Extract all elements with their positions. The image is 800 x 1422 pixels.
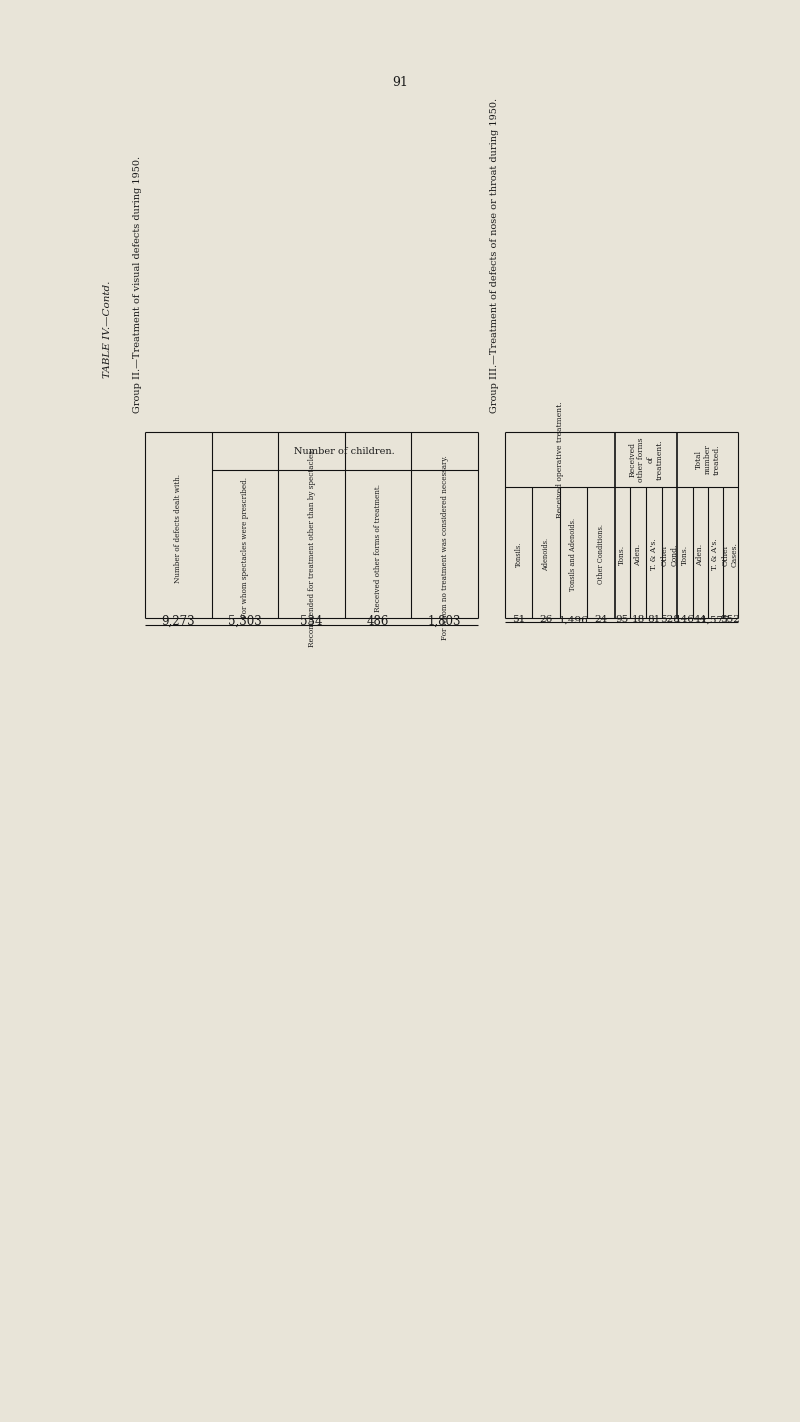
Text: Received
other forms
of
treatment.: Received other forms of treatment. — [628, 437, 664, 482]
Text: T. & A's.: T. & A's. — [650, 539, 658, 570]
Text: TABLE IV.—Contd.: TABLE IV.—Contd. — [103, 280, 112, 378]
Text: Total
number
treated.: Total number treated. — [694, 444, 721, 475]
Text: For whom spectacles were prescribed.: For whom spectacles were prescribed. — [241, 476, 249, 619]
Text: 51: 51 — [512, 616, 526, 624]
Text: Received other forms of treatment.: Received other forms of treatment. — [374, 483, 382, 611]
Text: Recommended for treatment other than by spectacles.: Recommended for treatment other than by … — [307, 448, 315, 647]
Text: Tonsils.: Tonsils. — [514, 542, 522, 567]
Text: 486: 486 — [367, 614, 390, 629]
Text: 81: 81 — [647, 616, 661, 624]
Text: 18: 18 — [631, 616, 645, 624]
Text: 44: 44 — [694, 616, 706, 624]
Text: 534: 534 — [300, 614, 322, 629]
Text: 24: 24 — [594, 616, 607, 624]
Text: Tons.: Tons. — [618, 545, 626, 565]
Text: 146: 146 — [675, 616, 695, 624]
Text: Number of children.: Number of children. — [294, 447, 395, 455]
Text: Aden.: Aden. — [696, 543, 704, 566]
Text: Other Conditions.: Other Conditions. — [597, 525, 605, 584]
Text: 9,273: 9,273 — [162, 614, 195, 629]
Text: 528: 528 — [660, 616, 679, 624]
Text: 91: 91 — [392, 75, 408, 88]
Text: Other
Cond.: Other Cond. — [661, 543, 678, 566]
Text: Tons.: Tons. — [681, 545, 689, 565]
Text: 1,577: 1,577 — [701, 616, 730, 624]
Text: 1,803: 1,803 — [428, 614, 462, 629]
Text: Received operative treatment.: Received operative treatment. — [556, 401, 564, 518]
Text: Number of defects dealt with.: Number of defects dealt with. — [174, 474, 182, 583]
Text: 26: 26 — [539, 616, 553, 624]
Text: Adenoids.: Adenoids. — [542, 538, 550, 572]
Text: Other
Cases.: Other Cases. — [722, 542, 739, 567]
Text: Group II.—Treatment of visual defects during 1950.: Group II.—Treatment of visual defects du… — [133, 156, 142, 412]
Text: 1,496: 1,496 — [558, 616, 588, 624]
Text: Tonsils and Adenoids.: Tonsils and Adenoids. — [570, 518, 578, 592]
Text: For whom no treatment was considered necessary.: For whom no treatment was considered nec… — [441, 455, 449, 640]
Text: T. & A's.: T. & A's. — [711, 539, 719, 570]
Text: 95: 95 — [616, 616, 629, 624]
Text: Aden.: Aden. — [634, 543, 642, 566]
Text: 552: 552 — [721, 616, 740, 624]
Text: Group III.—Treatment of defects of nose or throat during 1950.: Group III.—Treatment of defects of nose … — [490, 98, 499, 412]
Text: 5,303: 5,303 — [228, 614, 262, 629]
